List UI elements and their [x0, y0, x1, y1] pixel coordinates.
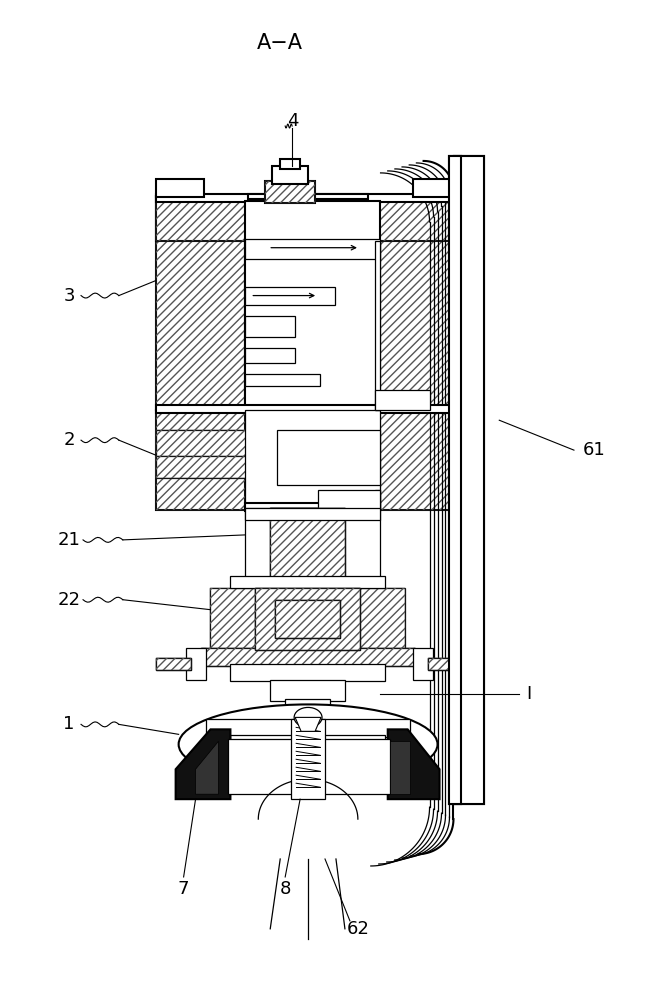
Bar — [280, 159, 300, 169]
Bar — [271, 508, 345, 583]
Text: 62: 62 — [346, 920, 369, 938]
Bar — [380, 196, 459, 410]
Bar — [246, 239, 380, 259]
Bar — [413, 179, 459, 197]
Bar — [375, 241, 380, 410]
Bar — [271, 508, 345, 583]
Polygon shape — [295, 717, 321, 731]
Bar — [156, 196, 459, 241]
Bar — [246, 201, 380, 410]
Bar — [156, 196, 246, 410]
Bar — [455, 156, 484, 804]
Text: 4: 4 — [288, 112, 299, 130]
Bar — [206, 719, 409, 737]
Text: 21: 21 — [58, 531, 81, 549]
Bar — [156, 430, 280, 475]
Bar — [428, 658, 457, 670]
Bar — [210, 588, 405, 650]
Bar — [246, 316, 295, 337]
Bar — [156, 179, 204, 197]
Bar — [275, 600, 340, 638]
Bar — [246, 410, 380, 510]
Bar — [255, 588, 360, 650]
Bar — [272, 166, 308, 184]
Bar — [255, 588, 360, 650]
Polygon shape — [176, 729, 231, 799]
Bar — [271, 508, 345, 583]
Bar — [229, 739, 390, 794]
Bar — [246, 508, 380, 520]
Bar — [246, 508, 380, 583]
Text: 8: 8 — [280, 880, 291, 898]
Text: 3: 3 — [64, 287, 75, 305]
Bar — [156, 430, 280, 475]
Bar — [265, 181, 315, 203]
Text: 61: 61 — [582, 441, 605, 459]
Bar — [455, 156, 484, 804]
Bar — [156, 456, 285, 478]
Polygon shape — [196, 741, 219, 794]
Bar — [318, 490, 380, 510]
Bar — [375, 390, 430, 410]
Bar — [271, 508, 345, 583]
Bar — [231, 664, 384, 681]
Bar — [246, 348, 295, 363]
Bar — [210, 588, 405, 650]
Bar — [275, 600, 340, 638]
Bar — [231, 576, 384, 588]
Bar — [185, 648, 206, 680]
Text: 2: 2 — [64, 431, 75, 449]
Bar — [156, 405, 459, 413]
Bar — [449, 156, 461, 804]
Bar — [156, 658, 191, 670]
Bar — [231, 735, 384, 749]
Bar — [156, 196, 459, 241]
Bar — [200, 648, 415, 666]
Polygon shape — [388, 729, 440, 799]
Text: 1: 1 — [64, 715, 75, 733]
Text: A−A: A−A — [257, 33, 303, 53]
Bar — [455, 156, 484, 804]
Bar — [380, 410, 459, 510]
Bar — [248, 194, 368, 199]
Bar — [200, 648, 415, 666]
Bar — [428, 658, 457, 670]
Bar — [156, 456, 285, 478]
Bar — [413, 648, 432, 680]
Bar — [428, 658, 457, 670]
Bar — [375, 490, 380, 510]
Bar — [200, 648, 415, 666]
Bar — [449, 156, 461, 804]
Bar — [380, 410, 459, 510]
Text: 7: 7 — [178, 880, 189, 898]
Bar — [156, 194, 459, 202]
Bar — [246, 287, 335, 305]
Bar — [291, 719, 325, 799]
Polygon shape — [390, 741, 409, 794]
Bar — [277, 430, 380, 485]
Text: 22: 22 — [58, 591, 81, 609]
Bar — [380, 196, 459, 410]
Ellipse shape — [294, 707, 322, 727]
Bar — [265, 181, 315, 203]
Bar — [271, 680, 345, 701]
Bar — [271, 508, 345, 583]
Text: I: I — [527, 685, 532, 703]
Bar — [156, 410, 246, 510]
Bar — [156, 658, 191, 670]
Bar — [449, 156, 461, 804]
Bar — [156, 196, 246, 410]
Ellipse shape — [179, 704, 438, 784]
Bar — [275, 600, 340, 638]
Bar — [246, 503, 380, 511]
Bar — [285, 699, 330, 721]
Bar — [156, 658, 191, 670]
Bar — [156, 410, 246, 510]
Bar — [246, 374, 320, 386]
Bar — [255, 588, 360, 650]
